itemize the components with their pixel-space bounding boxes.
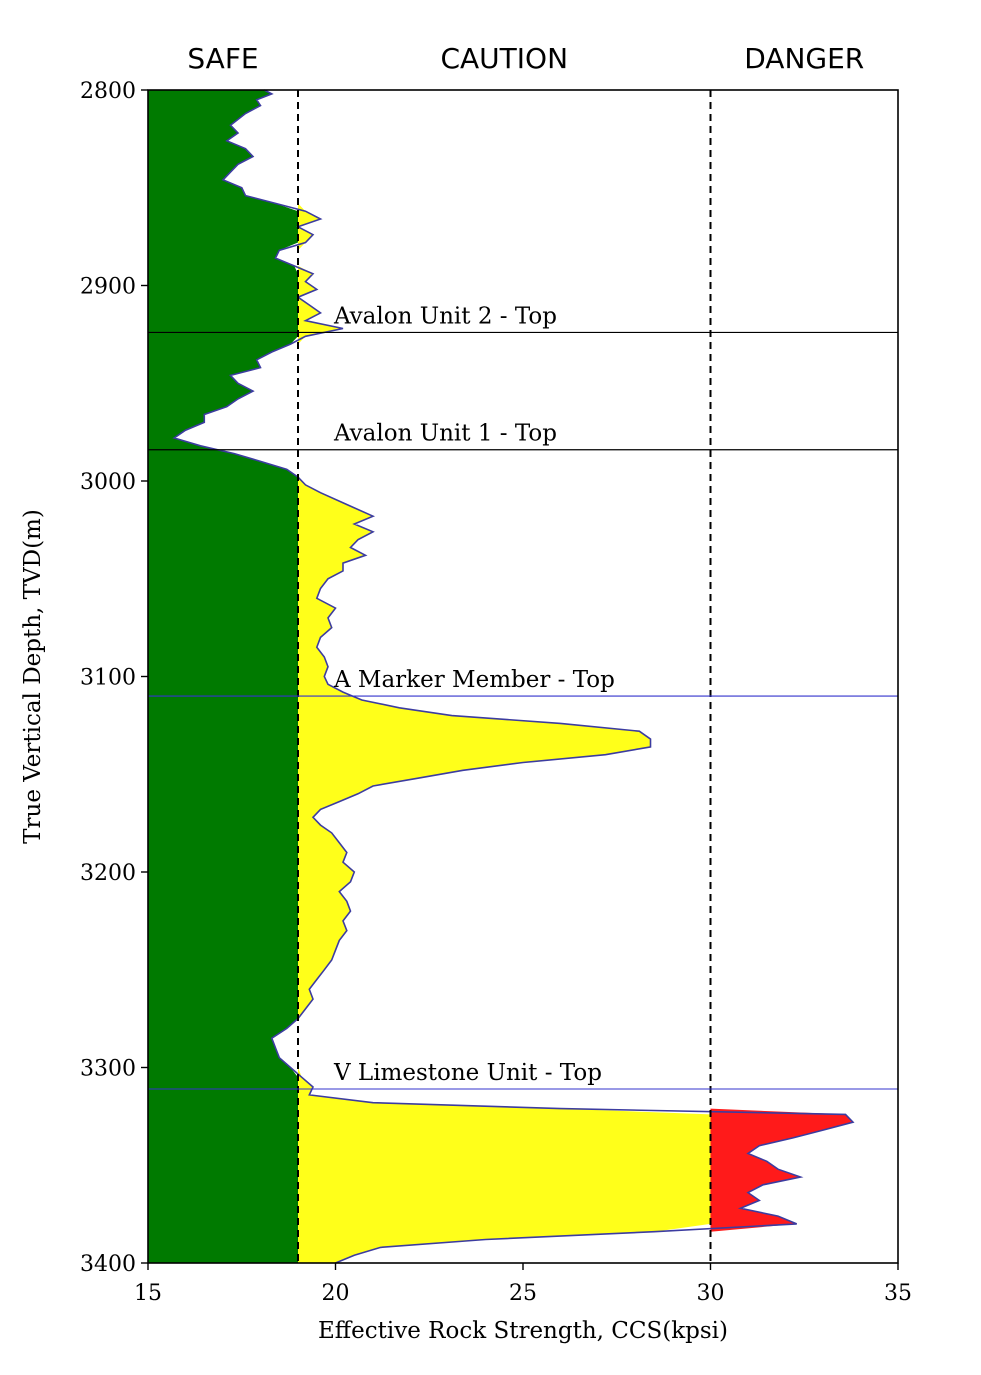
zone-fill-safe [148, 90, 298, 1263]
x-tick-label: 15 [134, 1281, 162, 1306]
y-tick-label: 2800 [80, 79, 136, 104]
y-tick-label: 3400 [80, 1252, 136, 1277]
formation-top-label: Avalon Unit 1 - Top [333, 421, 557, 447]
zone-fill-caution [298, 90, 711, 1263]
zone-label-safe: SAFE [187, 42, 258, 75]
y-tick-label: 3100 [80, 666, 136, 691]
zone-fills [148, 90, 853, 1263]
x-axis-label: Effective Rock Strength, CCS(kpsi) [318, 1318, 728, 1344]
zone-labels: SAFE CAUTION DANGER [187, 42, 864, 75]
x-tick-label: 20 [322, 1281, 350, 1306]
y-tick-label: 3300 [80, 1057, 136, 1082]
formation-tops: Avalon Unit 2 - Top Avalon Unit 1 - Top A … [148, 303, 898, 1090]
y-axis-label: True Vertical Depth, TVD(m) [20, 509, 46, 844]
zone-label-caution: CAUTION [440, 42, 568, 75]
formation-top-label: Avalon Unit 2 - Top [333, 303, 557, 329]
threshold-lines [297, 90, 712, 1263]
axis-ticks: 15 20 25 30 35 2800 2900 3000 3100 3200 3300 3400 [80, 79, 912, 1306]
x-tick-label: 25 [509, 1281, 537, 1306]
formation-top-label: V Limestone Unit - Top [333, 1060, 602, 1086]
ccs-series-line [172, 89, 855, 1264]
y-tick-label: 2900 [80, 275, 136, 300]
zone-fill-danger [710, 90, 853, 1263]
x-tick-label: 35 [884, 1281, 912, 1306]
formation-top-label: A Marker Member - Top [333, 667, 615, 693]
zone-label-danger: DANGER [744, 42, 864, 75]
x-tick-label: 30 [697, 1281, 725, 1306]
y-tick-label: 3200 [80, 861, 136, 886]
y-tick-label: 3000 [80, 470, 136, 495]
